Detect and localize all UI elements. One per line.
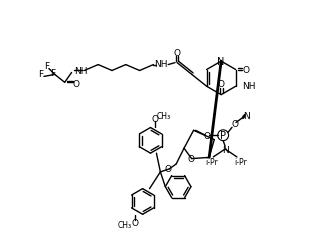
Text: i-Pr: i-Pr: [235, 158, 247, 167]
Text: O: O: [204, 131, 211, 140]
Text: CH₃: CH₃: [118, 220, 132, 229]
Text: N: N: [217, 57, 225, 67]
Text: N: N: [243, 112, 250, 120]
Text: O: O: [242, 66, 249, 75]
Text: F: F: [50, 69, 55, 78]
Text: P: P: [220, 131, 226, 141]
Text: NH: NH: [243, 82, 256, 90]
Text: F: F: [44, 62, 50, 71]
Text: O: O: [165, 165, 172, 174]
Text: O: O: [131, 218, 138, 227]
Text: NH: NH: [74, 67, 87, 76]
Text: i-Pr: i-Pr: [205, 158, 218, 167]
Text: O: O: [187, 154, 194, 163]
Text: O: O: [231, 119, 238, 128]
Text: CH₃: CH₃: [156, 112, 170, 121]
Text: O: O: [72, 79, 79, 88]
Text: O: O: [218, 80, 225, 89]
Text: O: O: [152, 115, 159, 124]
Text: N: N: [222, 145, 228, 154]
Text: O: O: [174, 49, 180, 58]
Text: NH: NH: [155, 60, 168, 69]
Text: F: F: [39, 70, 43, 79]
